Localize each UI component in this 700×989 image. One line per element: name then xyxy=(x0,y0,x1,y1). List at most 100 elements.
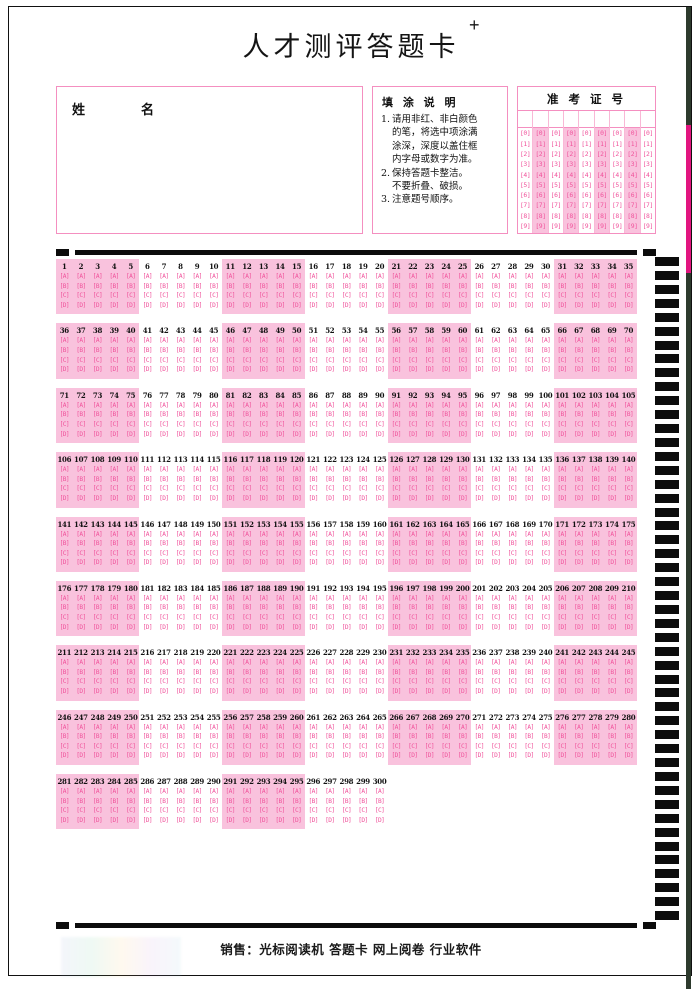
question-column[interactable]: 241 [A] [B] [C] [D] xyxy=(554,648,571,696)
exam-number-write-cell[interactable] xyxy=(563,111,579,128)
answer-bubble-c[interactable]: [C] xyxy=(391,549,401,557)
answer-group[interactable]: 6 [A] [B] [C] [D] 7 [A] [B] [C] [D] 8 [A] [B] [C] [D] 9… xyxy=(139,259,222,314)
answer-bubble-d[interactable]: [D] xyxy=(391,430,401,438)
question-column[interactable]: 95 [A] [B] [C] [D] xyxy=(454,391,471,439)
answer-bubble-c[interactable]: [C] xyxy=(408,549,418,557)
answer-bubble-c[interactable]: [C] xyxy=(474,420,484,428)
answer-bubble-b[interactable]: [B] xyxy=(474,411,484,419)
exam-number-bubble[interactable]: [7] xyxy=(519,201,531,210)
answer-bubble-c[interactable]: [C] xyxy=(424,742,435,750)
answer-group[interactable]: 51 [A] [B] [C] [D] 52 [A] [B] [C] [D] 53 [A] [B] [C][… xyxy=(305,323,388,378)
answer-bubble-b[interactable]: [B] xyxy=(557,475,567,483)
answer-bubble-d[interactable]: [D] xyxy=(524,301,534,309)
answer-bubble-c[interactable]: [C] xyxy=(308,807,319,815)
exam-number-bubble[interactable]: [6] xyxy=(519,191,531,200)
question-column[interactable]: 286 [A] [B] [C] [D] xyxy=(139,777,156,825)
answer-bubble-a[interactable]: [A] xyxy=(242,788,252,795)
answer-bubble-a[interactable]: [A] xyxy=(192,530,202,538)
answer-bubble-d[interactable]: [D] xyxy=(208,816,219,824)
question-column[interactable]: 282 [A] [B] [C] [D] xyxy=(73,777,90,825)
question-column[interactable]: 189 [A] [B] [C] [D] xyxy=(272,584,289,632)
exam-number-bubble[interactable]: [3] xyxy=(550,160,562,169)
answer-bubble-a[interactable]: [A] xyxy=(441,723,451,731)
answer-bubble-c[interactable]: [C] xyxy=(441,292,451,300)
question-column[interactable]: 85 [A] [B] [C] [D] xyxy=(288,391,305,439)
answer-bubble-c[interactable]: [C] xyxy=(623,356,634,364)
answer-bubble-b[interactable]: [B] xyxy=(225,540,236,548)
question-column[interactable]: 3 [A] [B] [C] [D] xyxy=(89,262,106,310)
answer-bubble-b[interactable]: [B] xyxy=(374,411,385,419)
answer-bubble-d[interactable]: [D] xyxy=(341,430,352,438)
answer-bubble-c[interactable]: [C] xyxy=(341,678,352,686)
answer-bubble-a[interactable]: [A] xyxy=(540,723,551,731)
answer-bubble-b[interactable]: [B] xyxy=(358,668,368,676)
answer-bubble-b[interactable]: [B] xyxy=(524,668,534,676)
question-column[interactable]: 43 [A] [B] [C] [D] xyxy=(172,326,189,374)
answer-bubble-b[interactable]: [B] xyxy=(308,346,319,354)
answer-bubble-b[interactable]: [B] xyxy=(424,475,435,483)
answer-bubble-d[interactable]: [D] xyxy=(540,430,551,438)
question-column[interactable]: 98 [A] [B] [C] [D] xyxy=(504,391,521,439)
question-column[interactable]: 262 [A] [B] [C] [D] xyxy=(322,713,339,761)
answer-bubble-a[interactable]: [A] xyxy=(242,466,252,474)
answer-bubble-b[interactable]: [B] xyxy=(374,346,385,354)
question-column[interactable]: 97 [A] [B] [C] [D] xyxy=(487,391,504,439)
answer-bubble-a[interactable]: [A] xyxy=(59,594,70,602)
question-column[interactable]: 209 [A] [B] [C] [D] xyxy=(604,584,621,632)
answer-bubble-a[interactable]: [A] xyxy=(391,337,401,345)
question-column[interactable]: 25 [A] [B] [C] [D] xyxy=(454,262,471,310)
answer-bubble-b[interactable]: [B] xyxy=(507,733,518,741)
answer-bubble-d[interactable]: [D] xyxy=(109,301,119,309)
answer-bubble-c[interactable]: [C] xyxy=(308,678,319,686)
question-column[interactable]: 52 [A] [B] [C] [D] xyxy=(322,326,339,374)
question-column[interactable]: 136 [A] [B] [C] [D] xyxy=(554,455,571,503)
answer-bubble-c[interactable]: [C] xyxy=(325,485,335,493)
answer-bubble-c[interactable]: [C] xyxy=(590,356,601,364)
question-column[interactable]: 47 [A] [B] [C] [D] xyxy=(239,326,256,374)
question-column[interactable]: 199 [A] [B] [C] [D] xyxy=(438,584,455,632)
answer-bubble-d[interactable]: [D] xyxy=(258,688,269,696)
answer-bubble-b[interactable]: [B] xyxy=(258,346,269,354)
answer-bubble-c[interactable]: [C] xyxy=(208,549,219,557)
answer-bubble-b[interactable]: [B] xyxy=(424,733,435,741)
question-column[interactable]: 246 [A] [B] [C] [D] xyxy=(56,713,73,761)
answer-bubble-a[interactable]: [A] xyxy=(175,723,186,731)
answer-bubble-a[interactable]: [A] xyxy=(125,466,136,474)
answer-bubble-b[interactable]: [B] xyxy=(325,733,335,741)
answer-bubble-a[interactable]: [A] xyxy=(275,337,285,345)
answer-bubble-a[interactable]: [A] xyxy=(291,594,302,602)
answer-bubble-b[interactable]: [B] xyxy=(457,475,468,483)
answer-bubble-a[interactable]: [A] xyxy=(507,594,518,602)
answer-bubble-a[interactable]: [A] xyxy=(540,401,551,409)
answer-group[interactable]: 131 [A] [B] [C] [D] 132 [A] [B] [C] [D] 133 [A] [B][… xyxy=(471,452,554,507)
answer-bubble-d[interactable]: [D] xyxy=(574,494,584,502)
answer-bubble-d[interactable]: [D] xyxy=(76,559,86,567)
answer-bubble-b[interactable]: [B] xyxy=(424,346,435,354)
question-column[interactable]: 11 [A] [B] [C] [D] xyxy=(222,262,239,310)
answer-bubble-c[interactable]: [C] xyxy=(574,485,584,493)
answer-bubble-a[interactable]: [A] xyxy=(59,530,70,538)
answer-bubble-c[interactable]: [C] xyxy=(275,807,285,815)
answer-bubble-c[interactable]: [C] xyxy=(208,678,219,686)
question-column[interactable]: 58 [A] [B] [C] [D] xyxy=(421,326,438,374)
answer-bubble-c[interactable]: [C] xyxy=(491,356,501,364)
answer-bubble-c[interactable]: [C] xyxy=(457,420,468,428)
answer-bubble-c[interactable]: [C] xyxy=(125,807,136,815)
answer-bubble-a[interactable]: [A] xyxy=(109,659,119,667)
exam-number-bubble[interactable]: [4] xyxy=(535,170,546,179)
answer-bubble-d[interactable]: [D] xyxy=(607,494,617,502)
answer-bubble-a[interactable]: [A] xyxy=(540,337,551,345)
question-column[interactable]: 96 [A] [B] [C] [D] xyxy=(471,391,488,439)
question-column[interactable]: 7 [A] [B] [C] [D] xyxy=(156,262,173,310)
question-column[interactable]: 32 [A] [B] [C] [D] xyxy=(570,262,587,310)
answer-bubble-b[interactable]: [B] xyxy=(507,411,518,419)
answer-bubble-d[interactable]: [D] xyxy=(491,430,501,438)
answer-bubble-d[interactable]: [D] xyxy=(623,301,634,309)
exam-number-bubble[interactable]: [3] xyxy=(581,160,592,169)
question-column[interactable]: 270 [A] [B] [C] [D] xyxy=(454,713,471,761)
question-column[interactable]: 256 [A] [B] [C] [D] xyxy=(222,713,239,761)
answer-bubble-b[interactable]: [B] xyxy=(258,733,269,741)
answer-bubble-b[interactable]: [B] xyxy=(76,604,86,612)
answer-bubble-a[interactable]: [A] xyxy=(275,659,285,667)
answer-bubble-c[interactable]: [C] xyxy=(358,549,368,557)
